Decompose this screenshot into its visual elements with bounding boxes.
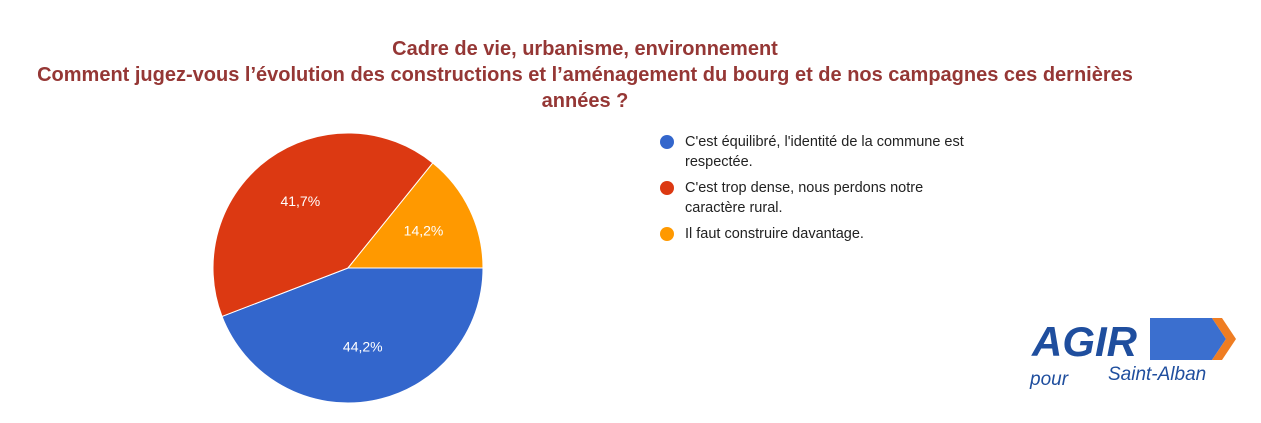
pie-slice	[212, 132, 434, 318]
logo-chevron	[1212, 318, 1236, 360]
pie-slice	[221, 267, 484, 404]
legend: C'est équilibré, l'identité de la commun…	[660, 132, 990, 250]
logo-arrow	[1150, 318, 1226, 360]
title-block: Cadre de vie, urbanisme, environnement C…	[0, 36, 1170, 114]
legend-label: C'est équilibré, l'identité de la commun…	[685, 134, 964, 170]
legend-label: C'est trop dense, nous perdons notre car…	[685, 180, 924, 216]
legend-item: C'est équilibré, l'identité de la commun…	[660, 132, 985, 172]
data-label: 41,7%	[280, 193, 320, 209]
logo: AGIR pour Saint-Alban	[1029, 318, 1236, 390]
logo-line: pour	[1029, 369, 1069, 390]
legend-marker	[660, 135, 674, 149]
legend-marker	[660, 181, 674, 195]
chart-title: Cadre de vie, urbanisme, environnement	[392, 38, 778, 60]
logo-name: AGIR	[1031, 318, 1138, 365]
legend-item: C'est trop dense, nous perdons notre car…	[660, 178, 985, 218]
chart-subtitle: Comment jugez-vous l’évolution des const…	[37, 64, 1133, 112]
legend-item: Il faut construire davantage.	[660, 224, 985, 244]
legend-label: Il faut construire davantage.	[685, 226, 864, 242]
data-label: 14,2%	[404, 223, 444, 239]
legend-marker	[660, 227, 674, 241]
data-label: 44,2%	[343, 338, 383, 354]
logo-line: Saint-Alban	[1108, 364, 1206, 385]
pie-slice	[346, 162, 484, 269]
